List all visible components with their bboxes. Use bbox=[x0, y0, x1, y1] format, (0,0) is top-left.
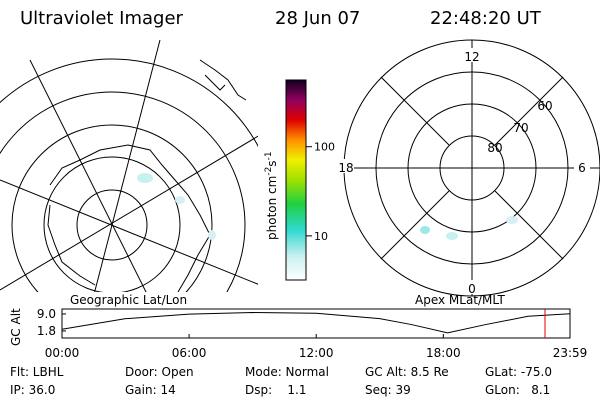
info-field: Seq: 39 bbox=[365, 383, 411, 397]
label-bg bbox=[464, 48, 480, 62]
mlt-dial bbox=[343, 39, 600, 297]
mlt-label: 18 bbox=[338, 161, 353, 175]
y-tick-label: 1.8 bbox=[37, 324, 56, 338]
colorbar-tick-label: 10 bbox=[314, 230, 328, 243]
date: 28 Jun 07 bbox=[275, 8, 360, 29]
x-tick-label: 18:00 bbox=[426, 346, 461, 360]
x-tick-label: 12:00 bbox=[299, 346, 334, 360]
left-label: Geographic Lat/Lon bbox=[70, 293, 187, 307]
mlt-label: 12 bbox=[464, 50, 479, 64]
info-field: Mode: Normal bbox=[245, 365, 329, 379]
info-field: Flt: LBHL bbox=[10, 365, 64, 379]
geo-map bbox=[0, 40, 258, 292]
unit-text: s bbox=[265, 160, 279, 166]
label-bg bbox=[338, 159, 354, 173]
x-tick-label: 00:00 bbox=[45, 346, 80, 360]
colorbar-unit: photon cm-2s-1 bbox=[264, 151, 279, 240]
right-label: Apex MLat/MLT bbox=[415, 293, 505, 307]
info-field: Dsp: 1.1 bbox=[245, 383, 307, 397]
label-bg bbox=[574, 159, 590, 173]
info-field: GLon: 8.1 bbox=[485, 383, 550, 397]
title: Ultraviolet Imager bbox=[20, 8, 184, 29]
time: 22:48:20 UT bbox=[430, 8, 542, 29]
info-field: GC Alt: 8.5 Re bbox=[365, 365, 449, 379]
x-tick-label: 23:59 bbox=[553, 346, 588, 360]
mlt-label: 0 bbox=[468, 282, 476, 296]
info-field: IP: 36.0 bbox=[10, 383, 55, 397]
mlt-label: 6 bbox=[578, 161, 586, 175]
lat-label: 70 bbox=[513, 121, 528, 135]
y-tick-label: 9.0 bbox=[37, 307, 56, 321]
unit-exponent: -1 bbox=[264, 151, 274, 160]
altitude-curve bbox=[61, 312, 571, 334]
lat-label: 60 bbox=[537, 99, 552, 113]
colorbar bbox=[285, 79, 307, 281]
unit-exponent: -2 bbox=[264, 167, 274, 176]
info-field: Door: Open bbox=[125, 365, 194, 379]
unit-text: photon cm bbox=[265, 176, 279, 240]
lat-label: 80 bbox=[487, 141, 502, 155]
info-field: Gain: 14 bbox=[125, 383, 176, 397]
info-field: GLat: -75.0 bbox=[485, 365, 552, 379]
label-bg bbox=[464, 280, 480, 294]
alt-ylabel: GC Alt bbox=[9, 308, 23, 346]
colorbar-tick-label: 100 bbox=[314, 141, 335, 154]
x-tick-label: 06:00 bbox=[172, 346, 207, 360]
